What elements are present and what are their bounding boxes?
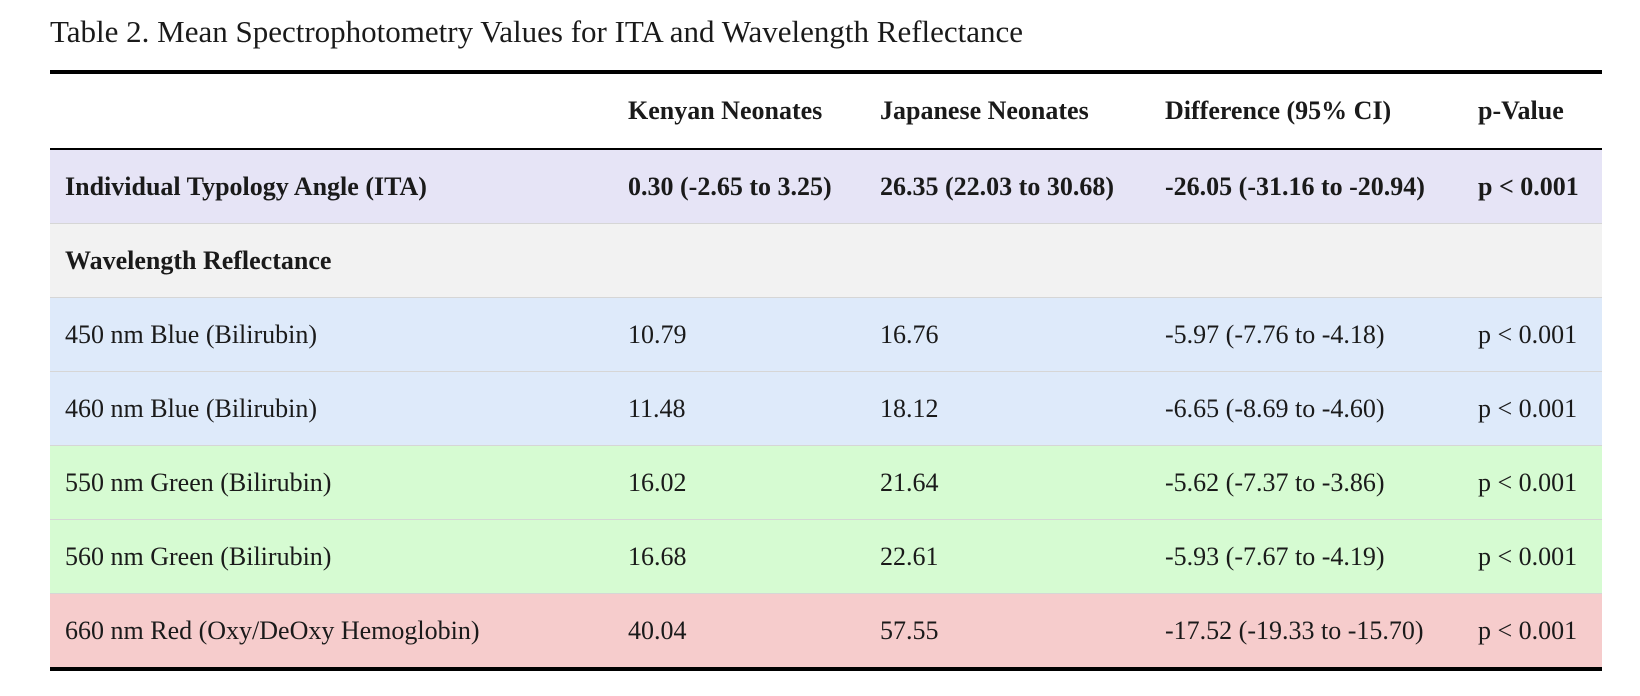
header-japanese-neonates: Japanese Neonates: [865, 72, 1150, 150]
table-caption: Table 2. Mean Spectrophotometry Values f…: [50, 14, 1024, 49]
japanese-value: 22.61: [865, 519, 1150, 594]
table-row: 450 nm Blue (Bilirubin) 10.79 16.76 -5.9…: [50, 297, 1602, 372]
difference-value: -26.05 (-31.16 to -20.94): [1150, 149, 1463, 224]
header-kenyan-neonates: Kenyan Neonates: [613, 72, 865, 150]
kenyan-value: 10.79: [613, 297, 865, 372]
row-label: 550 nm Green (Bilirubin): [50, 445, 613, 520]
p-value: p < 0.001: [1463, 149, 1602, 224]
section-label: Wavelength Reflectance: [50, 223, 613, 298]
header-label-column: [50, 72, 613, 150]
difference-value: -17.52 (-19.33 to -15.70): [1165, 615, 1424, 645]
difference-value: -6.65 (-8.69 to -4.60): [1150, 371, 1463, 446]
difference-value: -5.97 (-7.76 to -4.18): [1150, 297, 1463, 372]
japanese-value: 21.64: [865, 445, 1150, 520]
p-value: p < 0.001: [1463, 519, 1602, 594]
kenyan-value: 40.04: [628, 615, 687, 645]
kenyan-value: [613, 223, 865, 298]
section-row: Wavelength Reflectance: [50, 223, 1602, 298]
kenyan-value: 16.68: [613, 519, 865, 594]
header-row: Kenyan Neonates Japanese Neonates Differ…: [50, 72, 1602, 150]
p-value: p < 0.001: [1463, 297, 1602, 372]
kenyan-value: 16.02: [613, 445, 865, 520]
row-label: 560 nm Green (Bilirubin): [50, 519, 613, 594]
table-row: Individual Typology Angle (ITA) 0.30 (-2…: [50, 149, 1602, 224]
table-row: 460 nm Blue (Bilirubin) 11.48 18.12 -6.6…: [50, 371, 1602, 446]
difference-value: [1150, 223, 1463, 298]
row-label: 460 nm Blue (Bilirubin): [50, 371, 613, 446]
japanese-value: [865, 223, 1150, 298]
p-value: p < 0.001: [1478, 615, 1578, 645]
difference-value: -5.93 (-7.67 to -4.19): [1150, 519, 1463, 594]
p-value: [1463, 223, 1602, 298]
row-label: Individual Typology Angle (ITA): [50, 149, 613, 224]
p-value: p < 0.001: [1463, 371, 1602, 446]
kenyan-value: 0.30 (-2.65 to 3.25): [613, 149, 865, 224]
kenyan-value: 11.48: [613, 371, 865, 446]
japanese-value: 26.35 (22.03 to 30.68): [865, 149, 1150, 224]
difference-value: -5.62 (-7.37 to -3.86): [1150, 445, 1463, 520]
japanese-value: 18.12: [865, 371, 1150, 446]
header-difference: Difference (95% CI): [1150, 72, 1463, 150]
spectrophotometry-table: Kenyan Neonates Japanese Neonates Differ…: [50, 70, 1602, 671]
table-row: 550 nm Green (Bilirubin) 16.02 21.64 -5.…: [50, 445, 1602, 520]
row-label: 660 nm Red (Oxy/DeOxy Hemoglobin): [65, 615, 480, 645]
header-p-value: p-Value: [1463, 72, 1602, 150]
p-value: p < 0.001: [1463, 445, 1602, 520]
japanese-value: 57.55: [880, 615, 939, 645]
japanese-value: 16.76: [865, 297, 1150, 372]
table-row: 660 nm Red (Oxy/DeOxy Hemoglobin) 40.04 …: [50, 593, 1602, 669]
row-label: 450 nm Blue (Bilirubin): [50, 297, 613, 372]
table-row: 560 nm Green (Bilirubin) 16.68 22.61 -5.…: [50, 519, 1602, 594]
